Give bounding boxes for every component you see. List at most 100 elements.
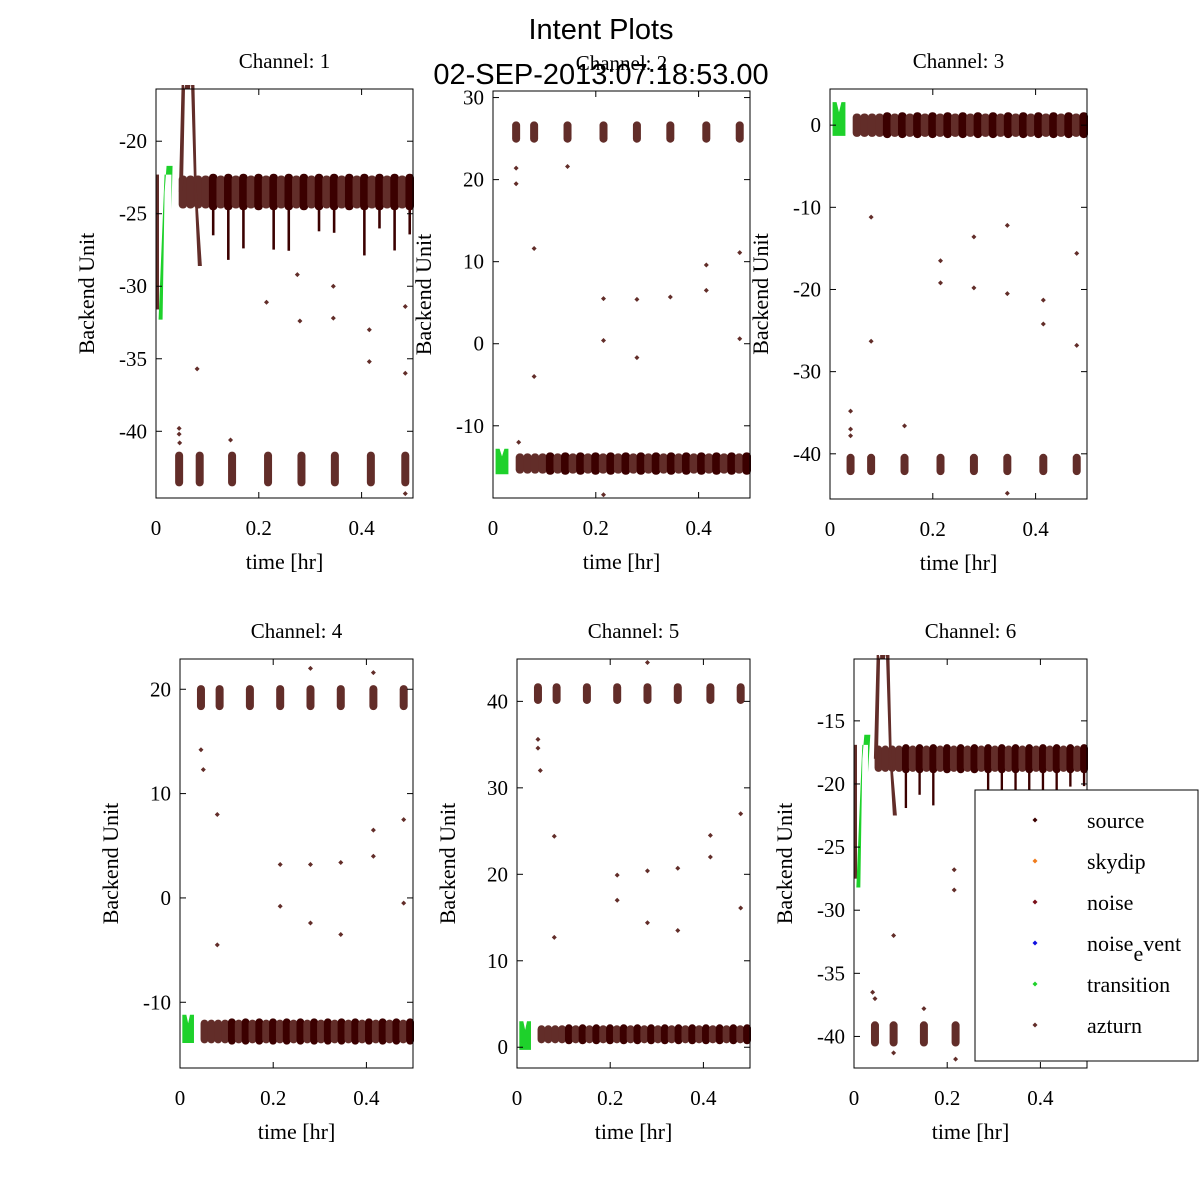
y-axis-label: Backend Unit: [74, 233, 99, 355]
azturn-band-segment: [654, 1025, 662, 1044]
legend-label: transition: [1087, 972, 1170, 997]
source-band-segment: [729, 1024, 738, 1045]
azturn-band-segment: [1059, 745, 1068, 772]
y-tick-label: -35: [817, 961, 845, 985]
outlier-point: [954, 1021, 960, 1027]
source-band-segment: [1039, 744, 1047, 774]
y-axis-label: Backend Unit: [411, 234, 436, 356]
azturn-band-segment: [922, 745, 931, 772]
outlier-point: [535, 736, 541, 742]
legend-marker: [1032, 899, 1038, 905]
subplot-title: Channel: 4: [251, 619, 343, 643]
azturn-band-segment: [908, 745, 917, 772]
azturn-cluster: [889, 1021, 898, 1047]
azturn-band-segment: [881, 745, 890, 772]
source-tail: [332, 209, 336, 233]
legend-label: source: [1087, 808, 1144, 833]
outlier-point: [228, 437, 234, 443]
outlier-point: [938, 258, 944, 264]
transition-segment: [832, 102, 846, 136]
source-tail: [1041, 772, 1045, 792]
azturn-band-segment: [261, 175, 271, 209]
subplot-channel-2: 0 0.2 0.4 30 20 10 0 -10 Channel: 2 time [hr] Back…: [411, 51, 751, 574]
outlier-point: [1074, 250, 1080, 256]
outlier-point: [176, 425, 182, 431]
source-band-segment: [712, 452, 721, 475]
azturn-band-segment: [289, 1019, 298, 1044]
legend: source skydip noise noiseevent transition azt…: [974, 789, 1199, 1062]
outlier-point: [737, 336, 743, 342]
y-tick-label: -40: [817, 1024, 845, 1048]
source-tail: [408, 209, 412, 235]
azturn-band-segment: [200, 1019, 209, 1044]
y-tick-label: 0: [161, 886, 172, 910]
source-band-segment: [405, 173, 414, 211]
azturn-band-segment: [399, 1019, 408, 1044]
outlier-point: [738, 811, 744, 817]
source-band-segment: [1034, 112, 1043, 139]
azturn-cluster: [736, 683, 745, 704]
source-tail: [272, 209, 275, 250]
x-tick-label: 0.4: [353, 1086, 380, 1110]
source-band-segment: [310, 1018, 319, 1045]
legend-label: noiseevent: [1087, 931, 1181, 966]
azturn-cluster: [846, 453, 855, 476]
outlier-point: [634, 355, 640, 361]
outlier-point: [938, 280, 944, 286]
azturn-band-segment: [977, 745, 986, 772]
azturn-band-segment: [674, 453, 683, 474]
source-band-segment: [984, 744, 993, 774]
azturn-band-segment: [599, 1025, 608, 1044]
x-tick-label: 0.2: [920, 517, 946, 541]
outlier-point: [1004, 490, 1010, 496]
azturn-cluster: [673, 683, 682, 704]
outlier-point: [601, 492, 607, 498]
x-tick-label: 0: [175, 1086, 186, 1110]
azturn-cluster: [552, 683, 561, 704]
outlier-point: [902, 423, 908, 429]
azturn-band-segment: [214, 1019, 223, 1044]
axes-box: [492, 90, 751, 499]
azturn-band-segment: [629, 453, 638, 474]
azturn-band-segment: [1041, 113, 1051, 137]
outlier-point: [951, 887, 957, 893]
source-band-segment: [606, 1024, 614, 1045]
outlier-point: [307, 665, 313, 671]
source-band-segment: [742, 452, 751, 475]
subplot-title: Channel: 1: [239, 49, 331, 73]
outlier-point: [868, 214, 874, 220]
transition-segment: [158, 165, 173, 320]
azturn-cluster: [401, 451, 410, 487]
plot-area: [519, 659, 751, 1050]
transition-segment: [856, 734, 871, 888]
outlier-point: [1040, 321, 1046, 327]
outlier-point: [971, 285, 977, 291]
azturn-cluster: [330, 451, 339, 487]
outlier-point: [537, 768, 543, 774]
y-tick-label: -35: [119, 347, 147, 371]
azturn-cluster: [563, 121, 572, 143]
azturn-band-segment: [708, 1025, 717, 1044]
subplot-title: Channel: 5: [588, 619, 680, 643]
azturn-band-segment: [1045, 745, 1054, 772]
subplot-channel-6: 0 0.2 0.4 -15 -20 -25 -30 -35 -40 Channel: 6 time …: [772, 619, 1088, 1144]
legend-box: [974, 789, 1199, 1062]
source-band-segment: [1011, 744, 1020, 774]
outlier-point: [176, 431, 182, 437]
y-tick-label: 20: [487, 862, 508, 886]
azturn-cluster: [599, 121, 608, 143]
source-tail: [242, 209, 245, 249]
source-tail: [1069, 772, 1072, 787]
azturn-cluster: [195, 451, 204, 487]
legend-item-noise-event: noiseevent: [1032, 931, 1181, 966]
azturn-band-segment: [613, 453, 623, 474]
outlier-point: [1004, 222, 1010, 228]
y-tick-label: 40: [487, 689, 508, 713]
azturn-band-segment: [367, 175, 377, 209]
x-tick-label: 0.4: [1027, 1086, 1054, 1110]
source-band-segment: [702, 1024, 710, 1045]
outlier-point: [601, 337, 607, 343]
azturn-band-segment: [860, 113, 869, 137]
x-tick-label: 0: [488, 516, 499, 540]
